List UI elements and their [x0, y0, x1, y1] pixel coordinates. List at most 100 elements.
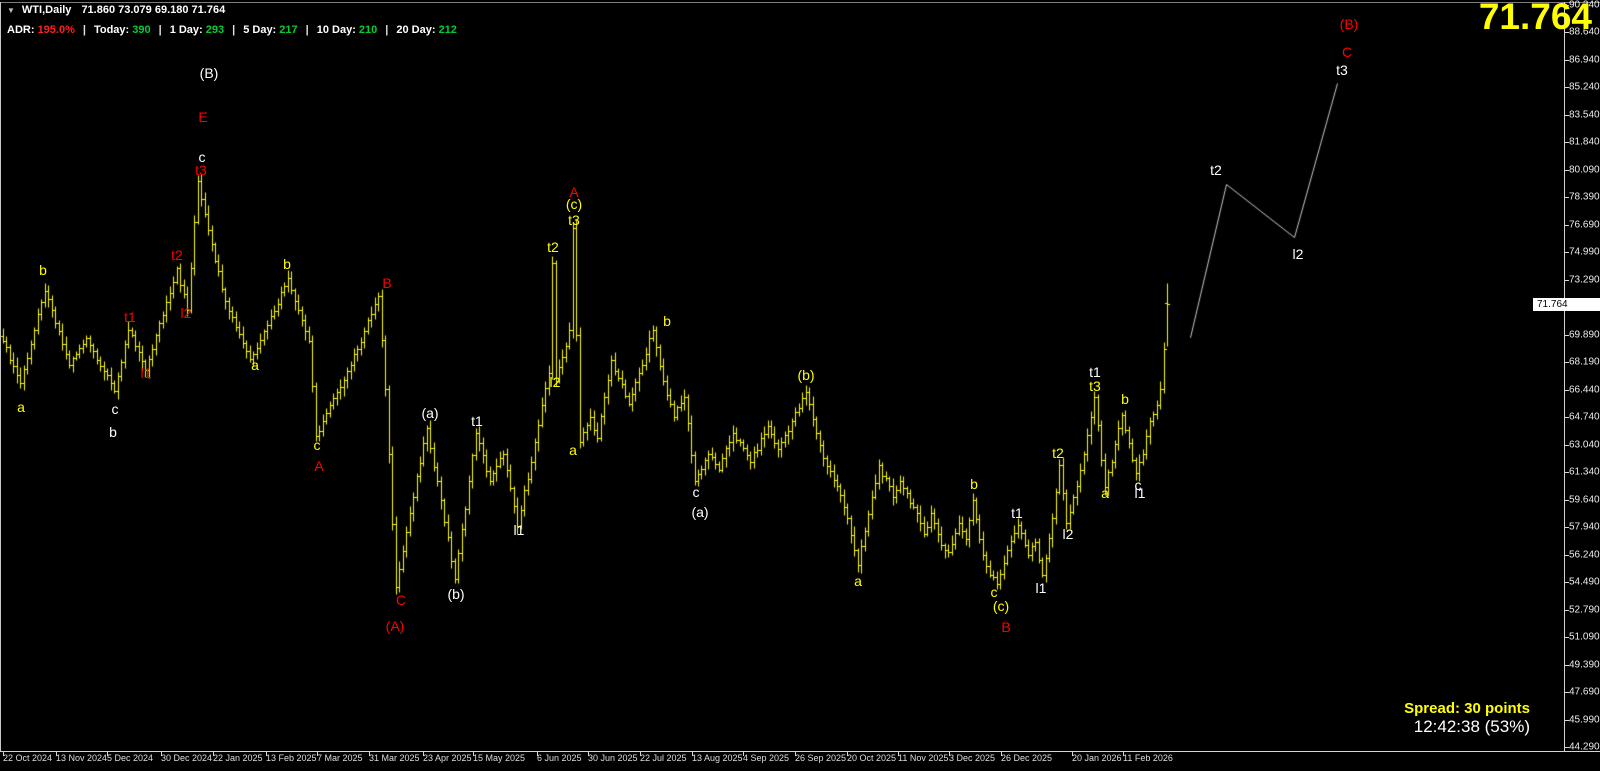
- date-tick: [423, 752, 424, 756]
- wave-label: C: [1341, 44, 1353, 60]
- ohlc-quote: 71.860 73.079 69.180 71.764: [81, 4, 226, 16]
- price-label: 86.940: [1569, 54, 1600, 66]
- price-tick: [1564, 582, 1569, 584]
- wave-label: a: [854, 573, 862, 589]
- spread-label: Spread: 30 points: [1404, 700, 1530, 717]
- price-label: 56.240: [1569, 549, 1600, 561]
- wave-label: t3: [1089, 378, 1101, 394]
- price-label: 45.990: [1569, 714, 1600, 726]
- price-tick: [1564, 747, 1569, 749]
- date-tick: [473, 752, 474, 756]
- price-axis-line: [1564, 2, 1565, 752]
- wave-label: t3: [1336, 62, 1348, 78]
- symbol-dropdown-icon[interactable]: ▼: [7, 5, 15, 15]
- price-tick: [1564, 334, 1569, 336]
- adr-period-label: 1 Day:: [169, 24, 206, 36]
- date-label: 5 Dec 2024: [107, 753, 154, 763]
- adr-period-label: 10 Day:: [316, 24, 359, 36]
- date-label: 15 May 2025: [473, 753, 526, 763]
- current-price-tag: 71.764: [1533, 297, 1600, 311]
- date-label: 4 Sep 2025: [743, 753, 790, 763]
- price-tick: [1564, 664, 1569, 666]
- price-label: 74.990: [1569, 246, 1600, 258]
- wave-label: b: [109, 424, 117, 440]
- wave-label: l2: [549, 374, 561, 390]
- date-tick: [107, 752, 108, 756]
- wave-label: t1: [471, 413, 483, 429]
- price-label: 69.890: [1569, 329, 1600, 341]
- date-label: 26 Sep 2025: [795, 753, 847, 763]
- price-label: 44.290: [1569, 741, 1600, 753]
- wave-label: E: [198, 109, 208, 125]
- wave-label: a: [569, 442, 577, 458]
- price-label: 47.690: [1569, 686, 1600, 698]
- date-tick: [795, 752, 796, 756]
- price-label: 61.340: [1569, 466, 1600, 478]
- date-label: 22 Oct 2024: [3, 753, 53, 763]
- window-left-border: [0, 2, 1, 751]
- adr-period-value: 217: [279, 24, 298, 36]
- date-label: 30 Jun 2025: [588, 753, 638, 763]
- wave-label: b: [1121, 391, 1129, 407]
- wave-label: a: [251, 357, 259, 373]
- price-tick: [1564, 142, 1569, 144]
- price-tick: [1564, 32, 1569, 34]
- price-label: 68.190: [1569, 356, 1600, 368]
- date-tick: [640, 752, 641, 756]
- price-label: 78.390: [1569, 191, 1600, 203]
- wave-label: l1: [1035, 580, 1047, 596]
- price-tick: [1564, 609, 1569, 611]
- price-tick: [1564, 224, 1569, 226]
- adr-value: 195.0%: [37, 24, 75, 36]
- wave-label: c: [1134, 477, 1142, 493]
- price-tick: [1564, 472, 1569, 474]
- wave-label: b: [39, 262, 47, 278]
- wave-label: t2: [171, 247, 183, 263]
- price-tick: [1564, 169, 1569, 171]
- current-price-display: 71.764: [1478, 0, 1592, 37]
- wave-label: (b): [797, 367, 815, 383]
- window-top-border: [0, 2, 1600, 3]
- date-label: 20 Oct 2025: [847, 753, 897, 763]
- wave-label: (a): [691, 504, 709, 520]
- wave-label: (c): [992, 598, 1010, 614]
- price-label: 85.240: [1569, 81, 1600, 93]
- price-tick: [1564, 5, 1569, 6]
- price-label: 80.090: [1569, 164, 1600, 176]
- price-label: 64.740: [1569, 411, 1600, 423]
- price-label: 59.640: [1569, 494, 1600, 506]
- price-tick: [1564, 554, 1569, 556]
- price-label: 73.290: [1569, 274, 1600, 286]
- wave-label: c: [111, 401, 119, 417]
- clock-label: 12:42:38 (53%): [1413, 717, 1530, 736]
- wave-label: l1: [1134, 485, 1146, 501]
- date-tick: [1001, 752, 1002, 756]
- price-tick: [1564, 114, 1569, 116]
- wave-label: (b): [447, 586, 465, 602]
- price-label: 51.090: [1569, 631, 1600, 643]
- wave-label: t2: [547, 239, 559, 255]
- symbol-header: ▼ WTI,Daily 71.860 73.079 69.180 71.764: [7, 4, 225, 16]
- date-label: 31 Mar 2025: [369, 753, 420, 763]
- wave-label: a: [17, 399, 25, 415]
- separator: |: [82, 24, 86, 36]
- date-tick: [1123, 752, 1124, 756]
- adr-period-value: 293: [205, 24, 225, 36]
- wave-label: t3: [568, 212, 580, 228]
- date-tick: [588, 752, 589, 756]
- wave-label: B: [382, 275, 392, 291]
- wave-label: c: [313, 437, 321, 453]
- date-label: 13 Aug 2025: [692, 753, 743, 763]
- wave-label: C: [395, 592, 407, 608]
- separator: |: [232, 24, 236, 36]
- wave-label: c: [692, 484, 700, 500]
- price-tick: [1564, 692, 1569, 694]
- wave-label: A: [314, 458, 324, 474]
- wave-label: b: [283, 256, 291, 272]
- date-tick: [3, 752, 4, 756]
- wave-label: t2: [1210, 162, 1222, 178]
- wave-label: B: [1001, 619, 1011, 635]
- wave-label: (B): [199, 65, 219, 81]
- price-tick: [1564, 499, 1569, 501]
